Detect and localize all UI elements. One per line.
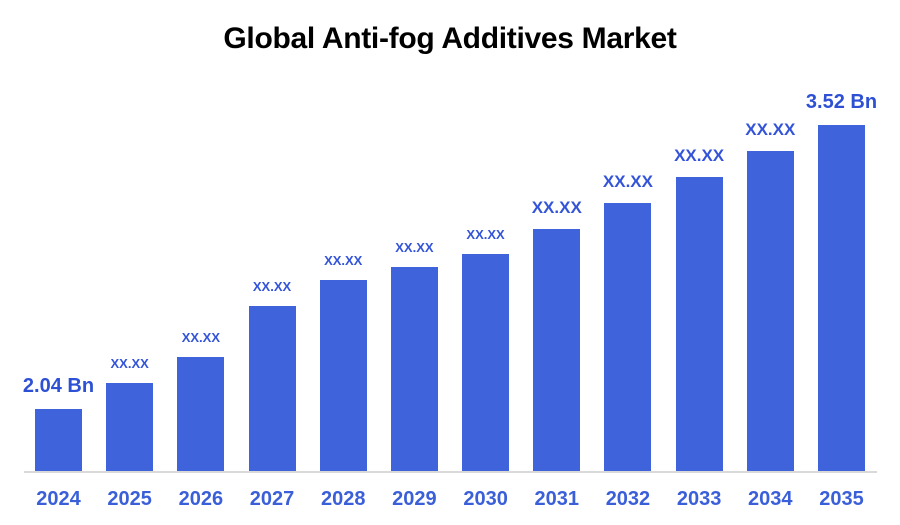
bar-group: XX.XX 2026 — [177, 330, 225, 510]
x-axis-label: 2025 — [107, 488, 152, 510]
bar-group: XX.XX 2029 — [390, 240, 438, 510]
bar-2027 — [248, 306, 296, 471]
bar-2033 — [675, 177, 723, 471]
x-axis-label: 2024 — [36, 488, 81, 510]
bar-2026 — [177, 357, 225, 471]
x-axis-label: 2029 — [392, 488, 437, 510]
x-axis-label: 2026 — [178, 488, 224, 510]
bar-2031 — [533, 229, 581, 471]
bar-masked-label: XX.XX — [531, 198, 582, 217]
bar-masked-label: XX.XX — [181, 330, 220, 345]
bar-group: XX.XX 2032 — [602, 172, 653, 510]
bar-value-label: 3.52 Bn — [805, 91, 878, 113]
x-axis-label: 2031 — [534, 488, 580, 510]
bar-2029 — [390, 267, 438, 471]
bar-2024 — [35, 409, 82, 471]
bar-masked-label: XX.XX — [674, 146, 725, 165]
bar-group: XX.XX 2030 — [462, 227, 510, 510]
x-axis-line — [24, 471, 877, 473]
bar-2030 — [462, 254, 510, 471]
bar-masked-label: XX.XX — [602, 172, 653, 191]
bar-masked-label: XX.XX — [252, 279, 292, 294]
x-axis-label: 2030 — [463, 488, 508, 510]
x-axis-label: 2027 — [249, 488, 295, 510]
bar-group: XX.XX 2034 — [745, 120, 796, 510]
bar-group: XX.XX 2025 — [106, 356, 154, 510]
bar-group: 3.52 Bn 2035 — [806, 92, 877, 510]
bar-2032 — [604, 203, 652, 471]
x-axis-label: 2028 — [320, 488, 366, 510]
x-axis-label: 2034 — [748, 488, 793, 510]
x-axis-label: 2035 — [819, 488, 864, 510]
bar-2028 — [319, 280, 367, 471]
bar-group: 2.04 Bn 2024 — [23, 376, 94, 510]
bar-masked-label: XX.XX — [395, 240, 434, 255]
bar-group: XX.XX 2031 — [531, 198, 582, 510]
bar-group: XX.XX 2033 — [674, 146, 725, 510]
bar-2035 — [817, 125, 865, 471]
bar-2025 — [106, 383, 154, 471]
bar-masked-label: XX.XX — [466, 227, 505, 242]
bar-group: XX.XX 2027 — [248, 279, 296, 510]
bar-group: XX.XX 2028 — [319, 253, 367, 510]
x-axis-label: 2032 — [605, 488, 651, 510]
bar-2034 — [746, 151, 794, 471]
bar-masked-label: XX.XX — [110, 356, 149, 371]
bar-masked-label: XX.XX — [745, 120, 796, 139]
bar-masked-label: XX.XX — [324, 253, 363, 268]
bar-value-label: 2.04 Bn — [22, 375, 95, 397]
x-axis-label: 2033 — [676, 488, 722, 510]
chart-title: Global Anti-fog Additives Market — [223, 22, 677, 55]
